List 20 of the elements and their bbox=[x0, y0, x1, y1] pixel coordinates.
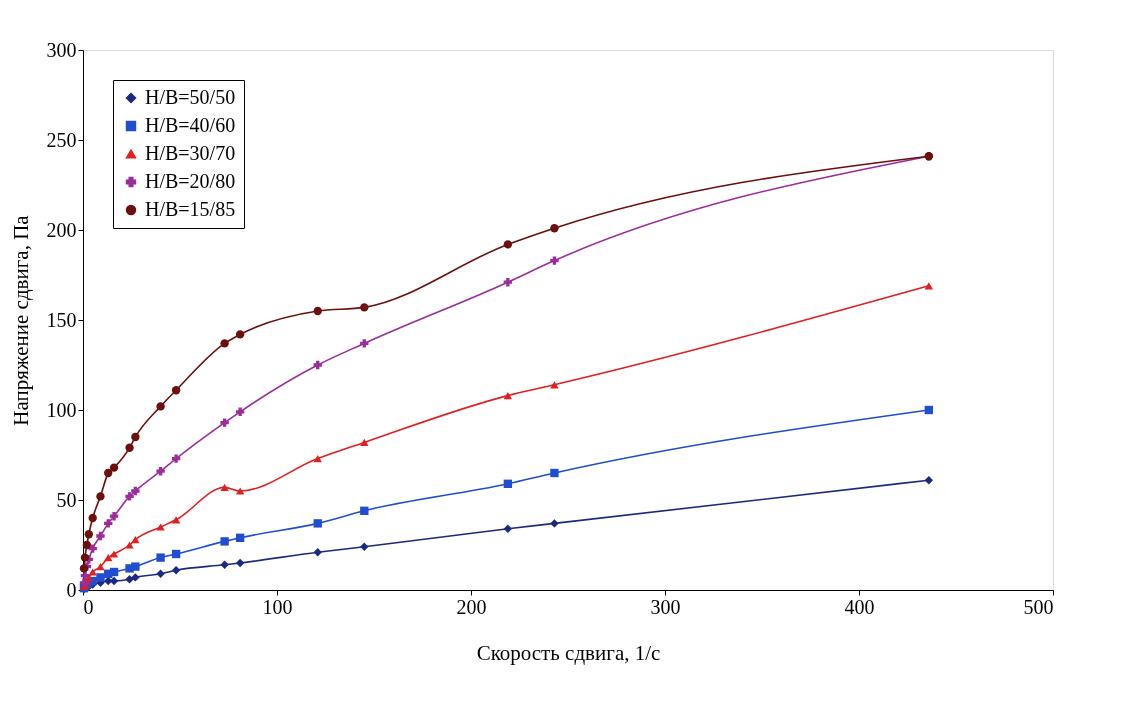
y-tick-label: 300 bbox=[46, 38, 77, 61]
y-axis-title: Напряжение сдвига, Па bbox=[8, 214, 33, 426]
legend-label: H/B=40/60 bbox=[145, 114, 236, 136]
x-tick-label: 0 bbox=[83, 595, 94, 618]
x-tick-label: 400 bbox=[844, 595, 875, 618]
y-tick-label: 200 bbox=[46, 218, 77, 241]
legend-label: H/B=20/80 bbox=[145, 170, 236, 192]
y-tick-label: 150 bbox=[46, 308, 77, 331]
y-tick-label: 0 bbox=[66, 578, 77, 601]
legend-label: H/B=30/70 bbox=[145, 142, 236, 164]
y-tick-label: 250 bbox=[46, 128, 77, 151]
x-axis-title: Скорость сдвига, 1/с bbox=[476, 640, 661, 665]
legend-label: H/B=50/50 bbox=[145, 86, 236, 108]
legend-label: H/B=15/85 bbox=[145, 198, 236, 220]
x-tick-label: 300 bbox=[650, 595, 681, 618]
x-tick-label: 500 bbox=[1023, 595, 1054, 618]
x-tick-label: 100 bbox=[262, 595, 293, 618]
x-tick-label: 200 bbox=[456, 595, 487, 618]
y-tick-label: 50 bbox=[56, 488, 77, 511]
y-tick-label: 100 bbox=[46, 398, 77, 421]
